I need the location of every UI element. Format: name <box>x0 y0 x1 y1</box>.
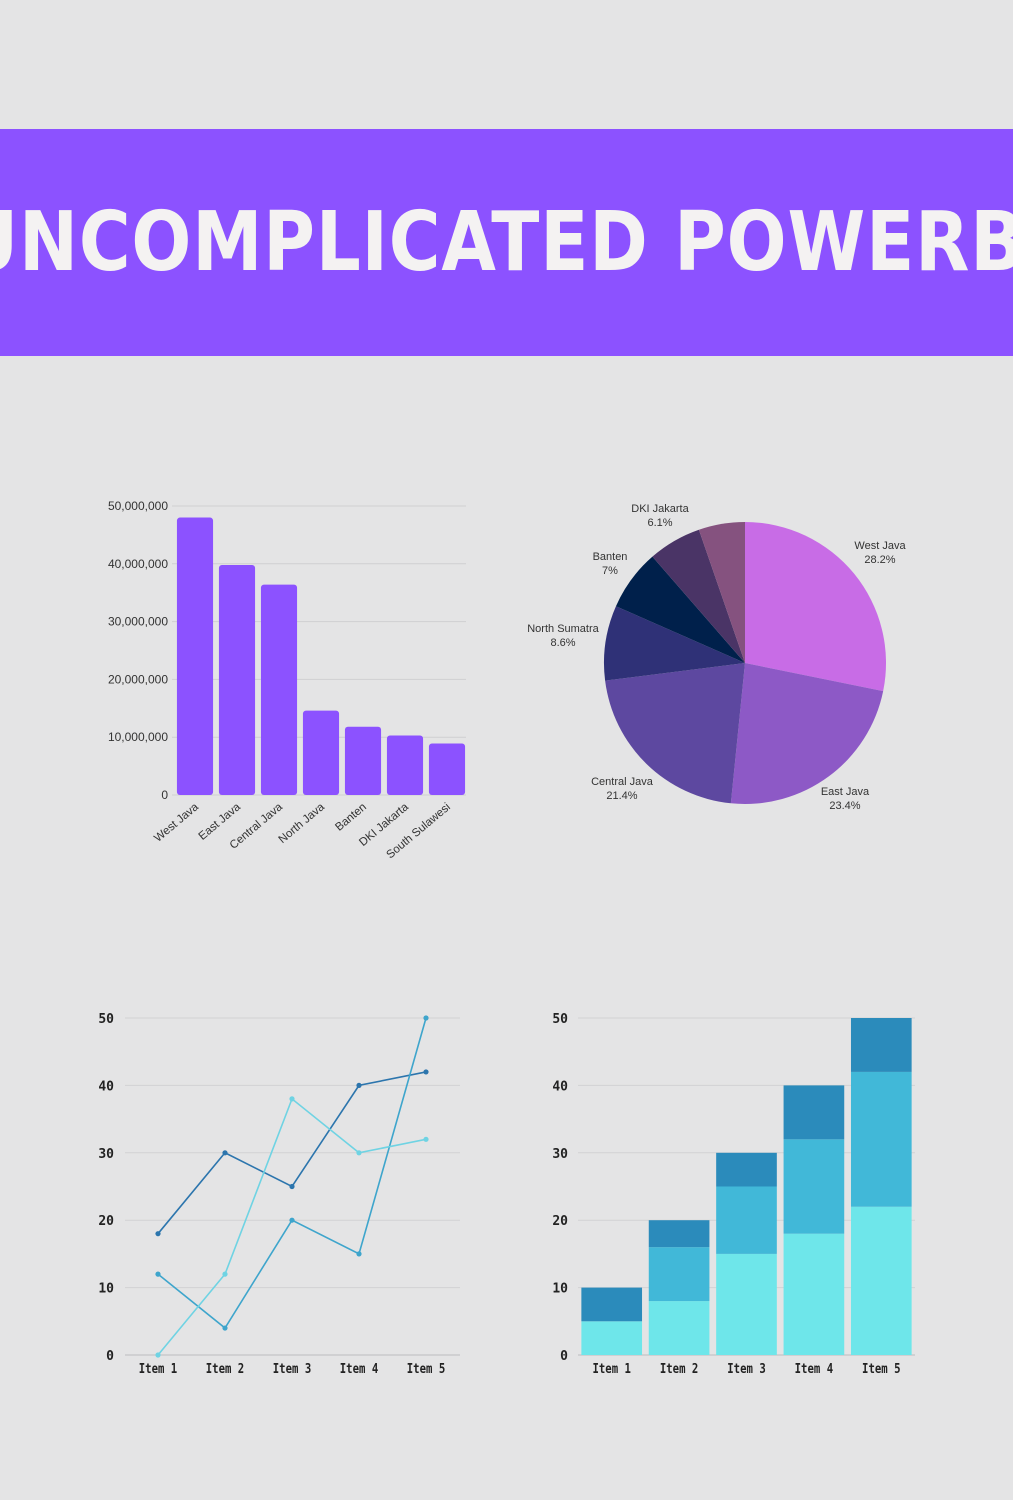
y-tick-label: 10 <box>98 1282 114 1297</box>
y-tick-label: 40 <box>98 1079 114 1094</box>
y-tick-label: 0 <box>560 1349 568 1364</box>
pie-slice <box>698 522 745 663</box>
y-tick-label: 30,000,000 <box>108 615 168 629</box>
slice-label: Central Java <box>591 776 654 788</box>
data-point <box>423 1069 429 1075</box>
data-point <box>222 1325 228 1331</box>
data-point <box>155 1352 161 1358</box>
bar-segment <box>648 1301 710 1355</box>
y-tick-label: 40 <box>552 1079 568 1094</box>
y-tick-label: 50 <box>98 1012 114 1027</box>
bar-chart: 0 10,000,000 20,000,000 30,000,000 40,000,00… <box>108 499 466 861</box>
data-point <box>289 1217 295 1223</box>
y-tick-label: 10 <box>552 1282 568 1297</box>
slice-label: North Sumatra <box>527 623 599 635</box>
bar-segment <box>648 1220 710 1248</box>
pie-slice <box>745 522 886 692</box>
x-tick-label: Item 1 <box>592 1361 630 1376</box>
data-point <box>222 1271 228 1277</box>
slice-label: East Java <box>821 786 870 798</box>
y-tick-label: 20 <box>552 1214 568 1229</box>
y-tick-label: 50 <box>552 1012 568 1027</box>
slice-label: DKI Jakarta <box>631 503 689 515</box>
y-tick-label: 0 <box>161 788 168 802</box>
x-tick-label: Item 5 <box>407 1361 445 1376</box>
data-point <box>222 1150 228 1156</box>
bar-segment <box>783 1139 845 1234</box>
bar-segment <box>783 1233 845 1355</box>
slice-percent: 28.2% <box>864 554 895 566</box>
bar <box>260 584 298 795</box>
slice-percent: 23.4% <box>829 800 860 812</box>
data-point <box>155 1231 161 1237</box>
slice-percent: 8.6% <box>550 637 575 649</box>
y-tick-label: 10,000,000 <box>108 730 168 744</box>
data-point <box>356 1150 362 1156</box>
bar <box>176 517 214 795</box>
y-tick-label: 30 <box>552 1147 568 1162</box>
y-tick-label: 40,000,000 <box>108 557 168 571</box>
y-tick-label: 30 <box>98 1147 114 1162</box>
bar-segment <box>581 1321 643 1355</box>
bar-segment <box>716 1152 777 1187</box>
bar <box>302 710 340 795</box>
slice-percent: 21.4% <box>606 790 637 802</box>
line-chart: 0 10 20 30 40 50 Item 1 Item 2 Item 3 Item 4 Item … <box>98 1012 460 1376</box>
bar <box>386 735 424 795</box>
bar <box>428 743 466 795</box>
slice-label: Banten <box>593 551 628 563</box>
data-point <box>289 1096 295 1102</box>
y-tick-label: 20,000,000 <box>108 672 168 686</box>
bar-segment <box>648 1247 710 1302</box>
x-tick-label: Item 4 <box>795 1361 833 1376</box>
x-tick-label: Item 2 <box>206 1361 244 1376</box>
bar <box>218 564 256 795</box>
x-tick-label: Item 4 <box>340 1361 378 1376</box>
data-point <box>423 1015 429 1021</box>
pie-slice <box>730 663 884 804</box>
slice-label: West Java <box>854 540 906 552</box>
pie-slice <box>652 529 745 663</box>
bar <box>344 726 382 795</box>
x-tick-label: Item 3 <box>727 1361 765 1376</box>
bar-segment <box>850 1018 912 1072</box>
data-point <box>423 1136 429 1142</box>
x-tick-label: Item 1 <box>139 1361 177 1376</box>
bar-segment <box>850 1071 912 1207</box>
bar-segment <box>581 1287 643 1322</box>
slice-percent: 7% <box>602 565 618 577</box>
bar-segment <box>716 1253 777 1355</box>
data-point <box>289 1183 295 1190</box>
bar-segment <box>783 1085 845 1140</box>
data-point <box>155 1271 161 1277</box>
page-title: UNCOMPLICATED POWERBI <box>0 195 1013 290</box>
pie-slice <box>605 663 745 804</box>
x-tick-label: Item 2 <box>660 1361 698 1376</box>
y-tick-label: 20 <box>98 1214 114 1229</box>
x-tick-label: Item 5 <box>862 1361 900 1376</box>
bar-segment <box>716 1186 777 1254</box>
y-tick-label: 50,000,000 <box>108 499 168 513</box>
data-point <box>356 1082 362 1088</box>
stacked-bar-chart: 0 10 20 30 40 50 Item 1 Item 2 Item 3 Item 4 Item … <box>552 1012 915 1376</box>
x-tick-label: Item 3 <box>273 1361 311 1376</box>
data-point <box>356 1251 362 1257</box>
y-tick-label: 0 <box>106 1349 114 1364</box>
pie-chart: West Java 28.2% East Java 23.4% Central Java… <box>527 503 906 812</box>
pie-slice <box>604 606 745 681</box>
bar-segment <box>850 1206 912 1355</box>
pie-slice <box>615 556 745 663</box>
title-banner: UNCOMPLICATED POWERBI <box>0 129 1013 356</box>
slice-percent: 6.1% <box>647 517 672 529</box>
